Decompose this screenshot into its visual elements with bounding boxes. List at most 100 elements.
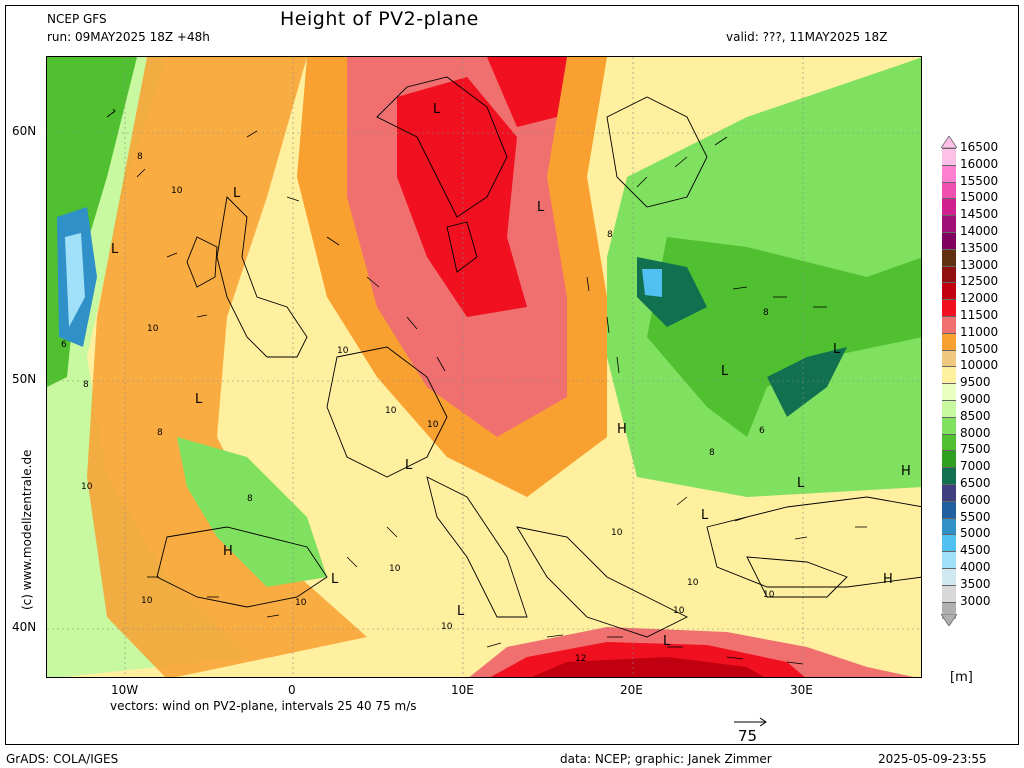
label-high-2: H [223, 544, 233, 559]
footer-credit: data: NCEP; graphic: Janek Zimmer [560, 752, 772, 766]
field-central-red [397, 77, 527, 317]
contour-label: 8 [157, 428, 163, 438]
legend-row-7000: 7000 [940, 459, 1020, 485]
legend-swatch [942, 517, 956, 535]
legend-label: 13500 [960, 240, 999, 255]
legend-swatch [942, 500, 956, 518]
legend-row-3500: 3500 [940, 576, 1020, 602]
contour-label: 10 [295, 598, 307, 608]
contour-label: 10 [611, 528, 623, 538]
legend-row-12500: 12500 [940, 274, 1020, 300]
contour-label: 8 [709, 448, 715, 458]
legend-swatch [942, 148, 956, 165]
lon-label-20e: 20E [620, 683, 643, 697]
legend-label: 10000 [960, 358, 999, 373]
legend-row-13500: 13500 [940, 240, 1020, 266]
legend-swatch [942, 316, 956, 333]
contour-label: 10 [337, 346, 349, 356]
label-low-7: L [721, 364, 729, 379]
legend-row-12000: 12000 [940, 291, 1020, 317]
legend-row-10000: 10000 [940, 358, 1020, 384]
legend-label: 12000 [960, 291, 999, 306]
lon-label-30e: 30E [790, 683, 813, 697]
contour-label: 8 [137, 152, 143, 162]
contour-label: 8 [83, 380, 89, 390]
legend-swatch [942, 416, 956, 434]
legend-swatch [942, 534, 956, 552]
label-low-2: L [233, 186, 241, 201]
label-high-4: H [883, 572, 893, 587]
legend-row-16000: 16000 [940, 157, 1020, 182]
legend-label: 14000 [960, 224, 999, 238]
wind-vectors [106, 108, 867, 665]
legend-label: 13000 [960, 257, 999, 272]
legend-row-15000: 15000 [940, 190, 1020, 216]
legend-label: 8500 [960, 408, 991, 423]
legend-label: 3000 [960, 593, 991, 608]
label-high-3: H [901, 464, 911, 479]
legend-row-14500: 14500 [940, 207, 1020, 233]
lat-label-40n: 40N [12, 620, 37, 634]
field-south-darkred [531, 657, 764, 677]
legend-row-6000: 6000 [940, 493, 1020, 518]
graticule [47, 57, 921, 677]
legend-swatch [942, 181, 956, 199]
label-low-3: L [537, 200, 545, 215]
legend-row-3000: 3000 [940, 593, 1020, 619]
contour-label: 10 [141, 596, 153, 606]
label-low-13: L [663, 634, 671, 649]
label-high-1: H [617, 422, 627, 437]
contour-label: 10 [389, 564, 401, 574]
legend-label: 12500 [960, 274, 999, 289]
model-name: NCEP GFS [47, 12, 107, 26]
legend-swatch [942, 433, 956, 451]
legend-label: 9500 [960, 375, 991, 390]
label-low-12: L [457, 604, 465, 619]
legend-swatch [942, 248, 956, 266]
label-low-9: L [797, 476, 805, 491]
legend-row-4500: 4500 [940, 543, 1020, 569]
legend-row-5000: 5000 [940, 526, 1020, 552]
legend-label: 14500 [960, 207, 999, 222]
legend-row-10500: 10500 [940, 342, 1020, 367]
legend-swatch [942, 299, 956, 317]
label-low-5: L [195, 392, 203, 407]
contour-label: 10 [81, 482, 93, 492]
contour-label: 10 [147, 324, 159, 334]
footer-timestamp: 2025-05-09-23:55 [878, 752, 987, 766]
legend-label: 5500 [960, 509, 991, 524]
legend-swatch [942, 484, 956, 501]
legend-row-9500: 9500 [940, 375, 1020, 401]
legend-swatch [942, 232, 956, 249]
legend-row-11500: 11500 [940, 308, 1020, 333]
contour-label: 10 [385, 406, 397, 416]
legend-label: 15000 [960, 190, 999, 205]
field-west-orange [87, 57, 367, 677]
legend-row-13000: 13000 [940, 257, 1020, 283]
vectors-note: vectors: wind on PV2-plane, intervals 25… [110, 699, 417, 713]
contour-label: 8 [763, 308, 769, 318]
contour-label: 8 [247, 494, 253, 504]
legend-row-15500: 15500 [940, 173, 1020, 199]
legend-label: 16500 [960, 140, 999, 154]
legend-row-8000: 8000 [940, 426, 1020, 451]
legend-label: 11500 [960, 308, 999, 322]
label-low-8: L [833, 342, 841, 357]
contour-label: 8 [607, 230, 613, 240]
contour-label: 6 [61, 340, 67, 350]
field-east-teal2 [767, 347, 847, 417]
legend-swatch [942, 198, 956, 216]
legend-swatch [942, 584, 956, 602]
legend-label: 3500 [960, 576, 991, 591]
contour-label: 6 [759, 426, 765, 436]
legend-row-11000: 11000 [940, 325, 1020, 350]
legend-row-5500: 5500 [940, 509, 1020, 535]
legend-label: 15500 [960, 173, 999, 188]
lon-label-10e: 10E [451, 683, 474, 697]
legend-swatch [942, 265, 956, 283]
legend-bottom-triangle [941, 614, 957, 626]
legend-swatch [942, 332, 956, 350]
legend-swatch [942, 282, 956, 300]
legend-swatch [942, 551, 956, 569]
legend-top-triangle [941, 136, 957, 148]
